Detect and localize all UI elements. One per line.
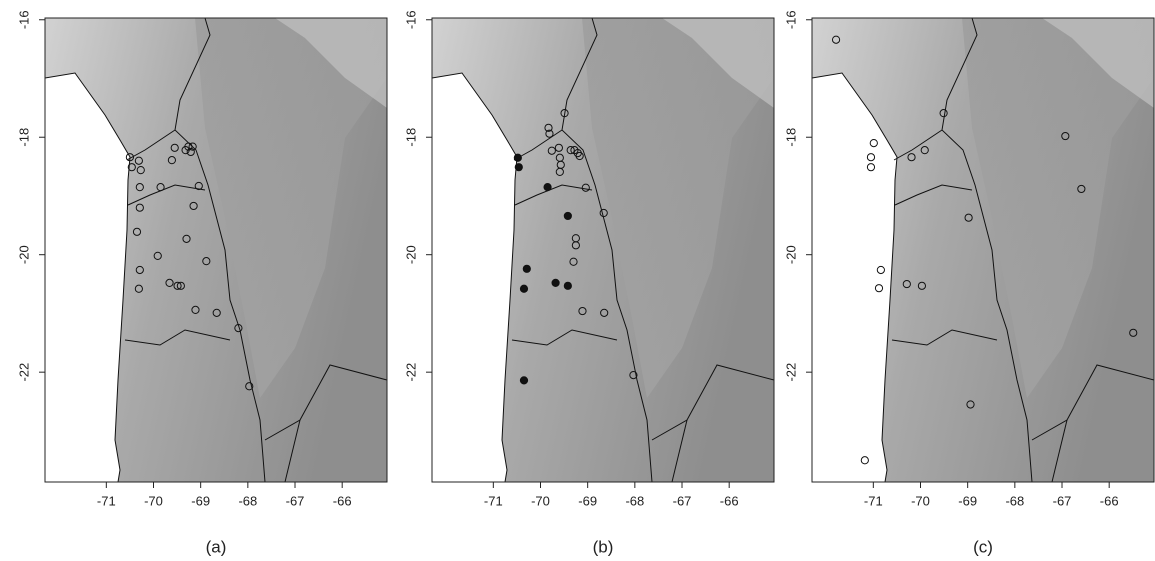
relief-map — [812, 18, 1154, 482]
x-tick-label: -70 — [144, 493, 163, 508]
map-panel: -71 -70 -69 -68 -67 -66 -16 -18 -20 -22 (a) — [16, 10, 387, 556]
basemap — [812, 18, 1154, 482]
basemap — [432, 18, 774, 482]
y-tick-label: -18 — [16, 128, 31, 147]
basemap — [45, 18, 387, 482]
y-tick-label: -16 — [403, 10, 418, 29]
relief-map — [432, 18, 774, 482]
y-tick-label: -22 — [16, 363, 31, 382]
panel-caption: (c) — [973, 537, 993, 556]
site-point — [514, 154, 521, 161]
y-tick-label: -20 — [783, 245, 798, 264]
x-tick-label: -66 — [720, 493, 739, 508]
figure: -71-70-69-68-67-66-16-18-20-22(a)-71-70-… — [0, 0, 1155, 561]
site-point — [544, 184, 551, 191]
map-panel: -71 -70 -69 -68 -67 -66 -16 -18 -20 -22 (c) — [783, 10, 1154, 556]
panels: -71-70-69-68-67-66-16-18-20-22(a)-71-70-… — [16, 10, 1154, 556]
x-tick-label: -67 — [673, 493, 692, 508]
x-tick-label: -68 — [1005, 493, 1024, 508]
x-tick-label: -71 — [864, 493, 883, 508]
x-tick-label: -66 — [333, 493, 352, 508]
x-tick-label: -69 — [578, 493, 597, 508]
relief-map — [45, 18, 387, 482]
x-tick-label: -70 — [911, 493, 930, 508]
x-tick-label: -71 — [484, 493, 503, 508]
x-tick-label: -69 — [958, 493, 977, 508]
y-tick-label: -20 — [16, 245, 31, 264]
y-tick-label: -22 — [403, 363, 418, 382]
site-point — [564, 212, 571, 219]
site-point — [515, 164, 522, 171]
x-tick-label: -69 — [191, 493, 210, 508]
site-point — [564, 282, 571, 289]
x-tick-label: -66 — [1100, 493, 1119, 508]
y-tick-label: -16 — [16, 10, 31, 29]
panel-caption: (b) — [593, 537, 614, 556]
x-tick-label: -71 — [97, 493, 116, 508]
x-tick-label: -67 — [286, 493, 305, 508]
y-tick-label: -20 — [403, 245, 418, 264]
x-tick-label: -70 — [531, 493, 550, 508]
y-tick-label: -16 — [783, 10, 798, 29]
site-point — [552, 279, 559, 286]
x-tick-label: -68 — [238, 493, 257, 508]
x-tick-label: -67 — [1053, 493, 1072, 508]
map-panel: -71 -70 -69 -68 -67 -66 -16 -18 -20 -22 (b) — [403, 10, 774, 556]
y-tick-label: -22 — [783, 363, 798, 382]
panel-caption: (a) — [206, 537, 227, 556]
x-tick-label: -68 — [625, 493, 644, 508]
site-point — [523, 265, 530, 272]
y-tick-label: -18 — [783, 128, 798, 147]
site-point — [520, 285, 527, 292]
y-tick-label: -18 — [403, 128, 418, 147]
site-point — [520, 377, 527, 384]
